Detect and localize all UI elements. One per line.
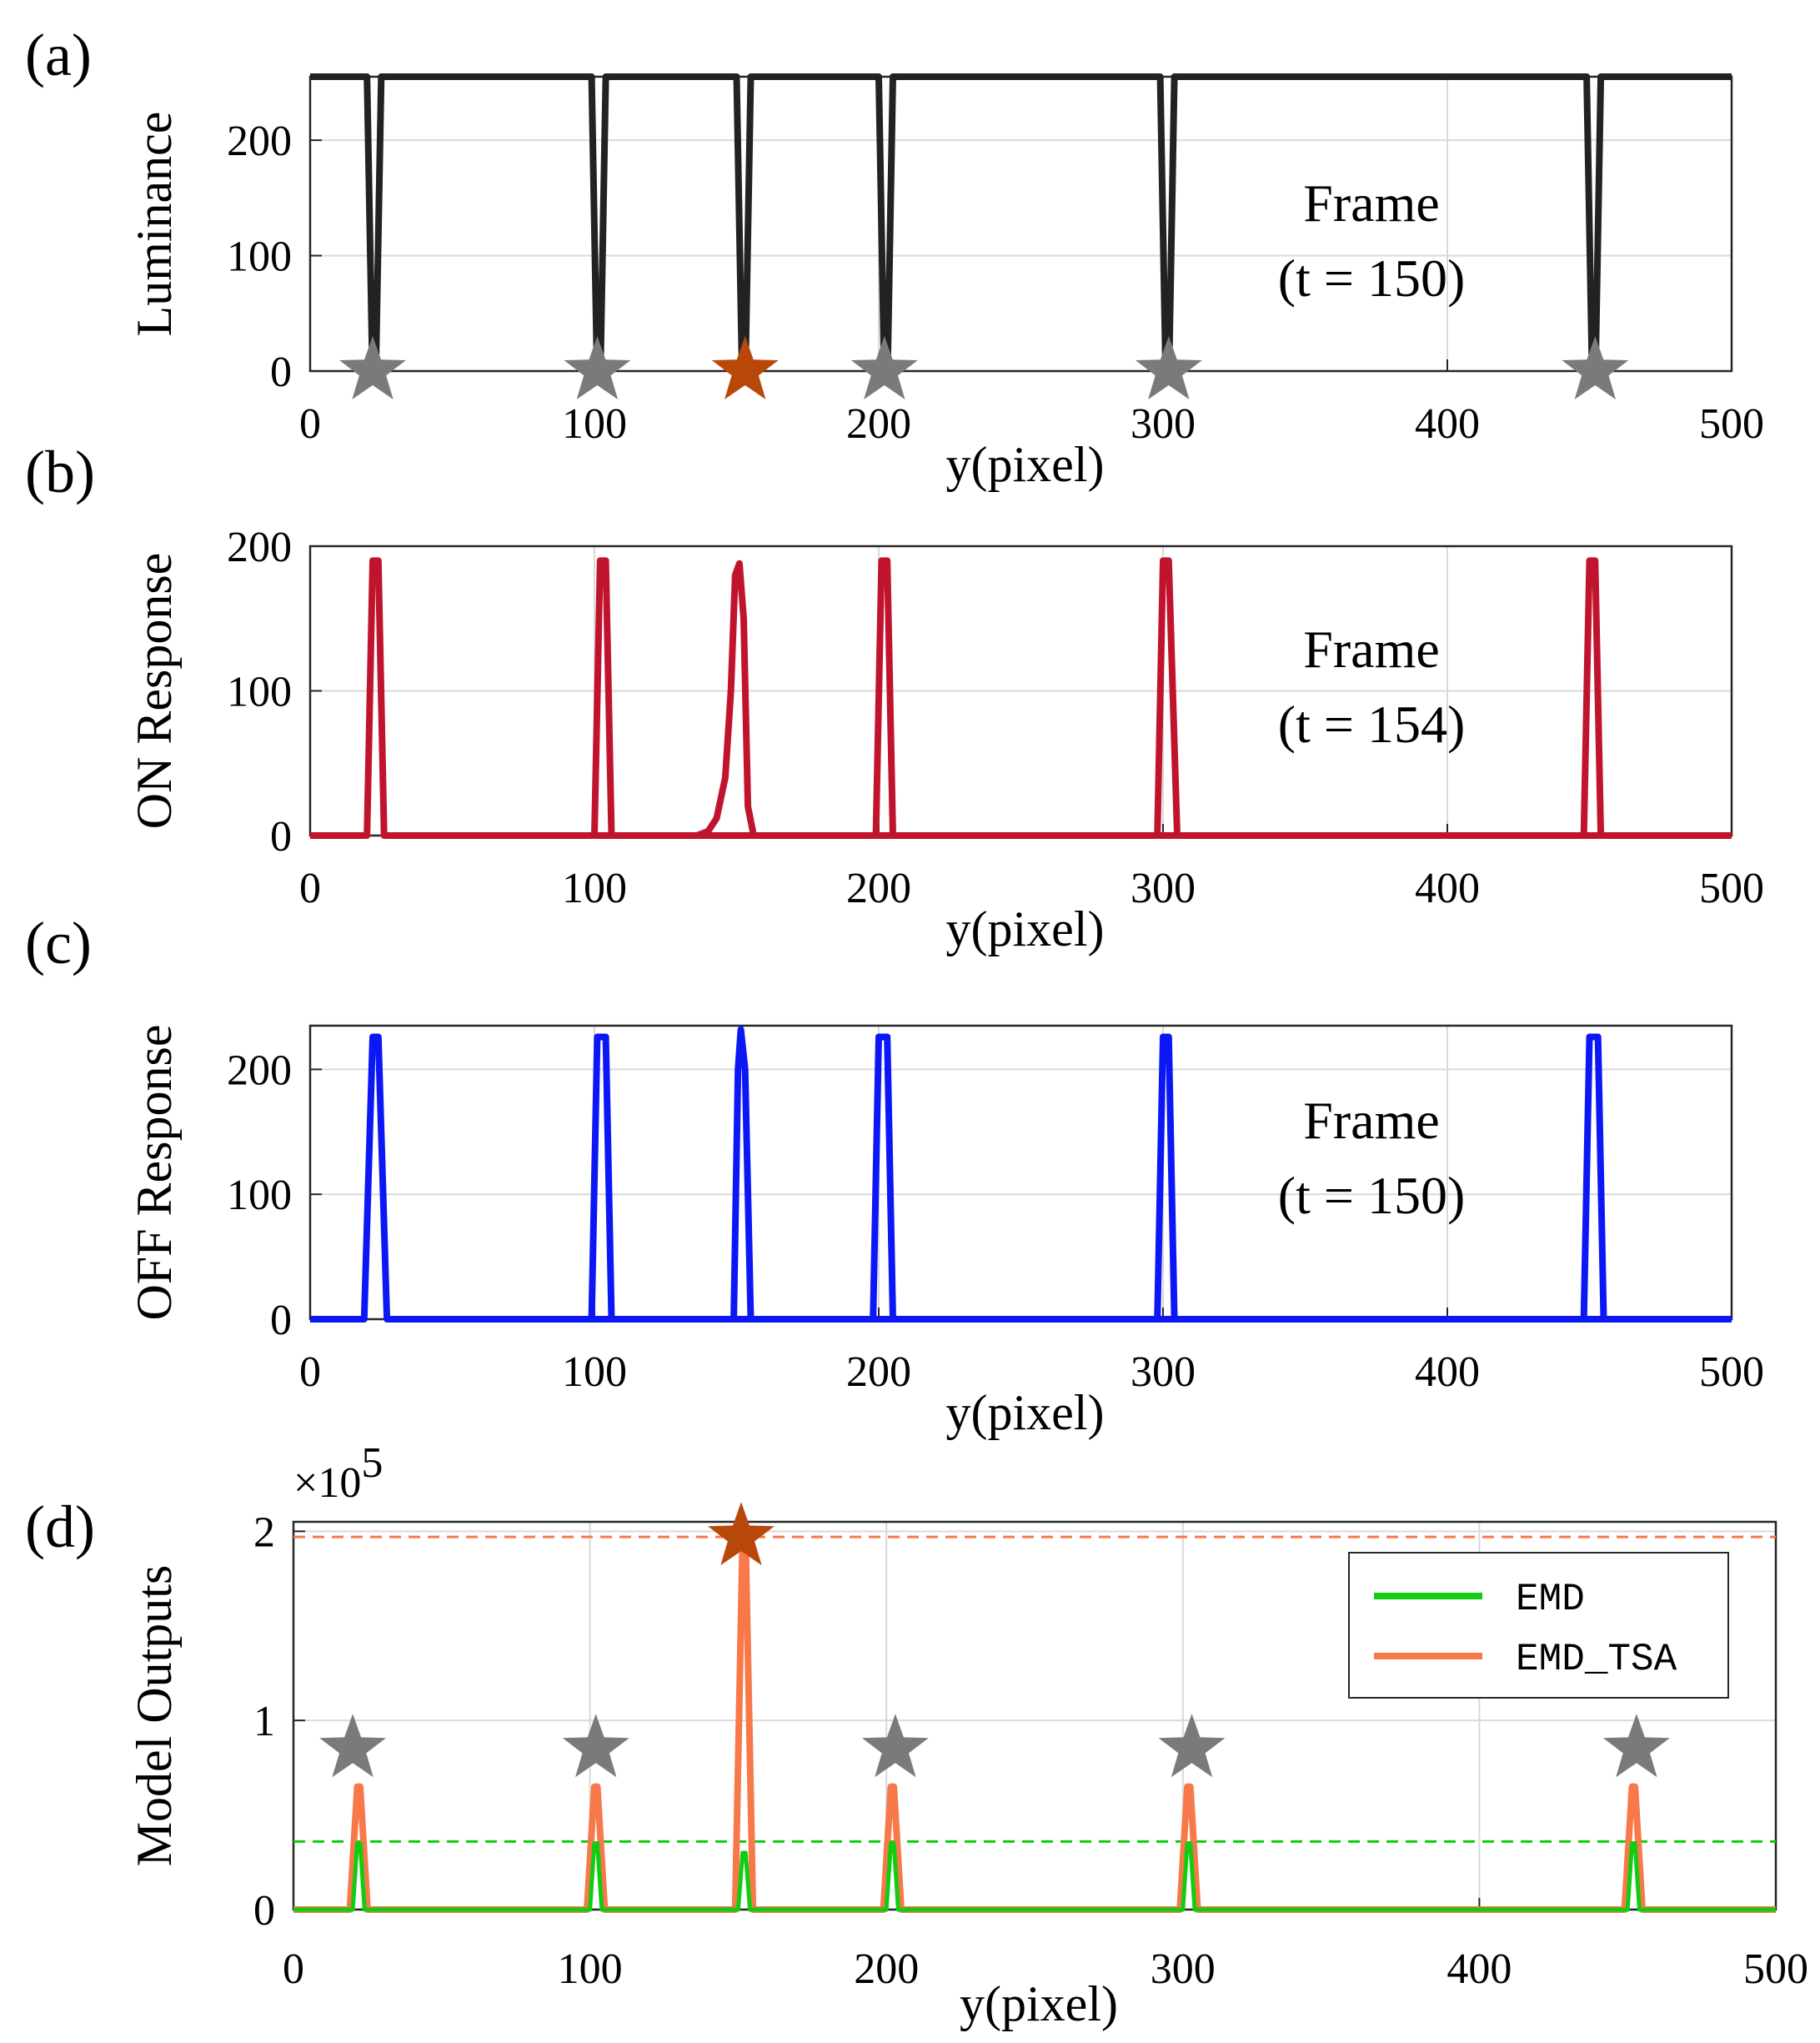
y-tick-label: 0 (270, 349, 292, 396)
y-multiplier: ×105 (293, 1439, 383, 1507)
frame-time-annotation: (t = 154) (1278, 695, 1466, 754)
panel-c: 0 100 200 300 400 500 0 100 200 y(pixel) OFF Respo… (25, 910, 1764, 1440)
panel-d: 0 100 200 300 400 500 0 1 2 ×105 y(pixel) Model Out… (25, 1439, 1808, 2031)
x-tick-label: 200 (846, 1348, 911, 1396)
frame-annotation: Frame (1303, 173, 1440, 233)
frame-time-annotation: (t = 150) (1278, 248, 1466, 308)
y-tick-label: 100 (227, 1172, 292, 1219)
x-tick-label: 100 (562, 1348, 627, 1396)
x-tick-label: 400 (1446, 1945, 1512, 1993)
y-axis-label: Luminance (127, 112, 182, 337)
x-tick-label: 200 (854, 1945, 919, 1993)
x-tick-label: 400 (1415, 1348, 1480, 1396)
frame-annotation: Frame (1303, 1091, 1440, 1150)
legend-box (1348, 1552, 1729, 1699)
series-on-response (695, 560, 757, 839)
star-marker-icon (564, 336, 631, 399)
x-tick-label: 300 (1151, 1945, 1216, 1993)
y-tick-label: 0 (270, 1297, 292, 1344)
series-off-response (1580, 1033, 1612, 1323)
series-off-response (870, 1033, 902, 1323)
star-marker-icon (562, 1714, 629, 1778)
series-emd (293, 1841, 1776, 1912)
star-marker-icon (861, 1714, 929, 1778)
x-tick-label: 0 (283, 1945, 304, 1993)
x-tick-label: 300 (1131, 400, 1196, 448)
x-axis-label: y(pixel) (946, 1385, 1105, 1440)
star-marker-icon (708, 1502, 775, 1566)
star-marker-icon (711, 336, 779, 399)
legend-label: EMD_TSA (1516, 1638, 1677, 1681)
y-axis-label: Model Outputs (127, 1565, 182, 1867)
frame-time-annotation: (t = 150) (1278, 1166, 1466, 1225)
panel-label: (b) (25, 439, 95, 505)
y-tick-label: 200 (227, 118, 292, 165)
x-tick-label: 400 (1415, 400, 1480, 448)
y-tick-label: 100 (227, 669, 292, 716)
x-tick-label: 200 (846, 865, 911, 912)
star-marker-icon (339, 336, 406, 399)
series-off-response (728, 1026, 757, 1323)
x-tick-label: 500 (1699, 400, 1764, 448)
plot-area (308, 75, 1733, 373)
series-on-response (870, 557, 902, 839)
x-tick-label: 300 (1131, 865, 1196, 912)
x-tick-label: 100 (558, 1945, 623, 1993)
star-marker-icon (1158, 1714, 1226, 1778)
y-axis-label: ON Response (127, 553, 182, 830)
series-on-response (310, 557, 1732, 839)
y-tick-label: 200 (227, 1047, 292, 1094)
series-on-response (1580, 557, 1610, 839)
y-tick-label: 200 (227, 524, 292, 571)
x-axis-label: y(pixel) (946, 437, 1105, 492)
panel-b: 0 100 200 300 400 500 0 100 200 y(pixel) ON Respon… (25, 439, 1764, 956)
x-tick-label: 300 (1131, 1348, 1196, 1396)
star-marker-icon (1135, 336, 1202, 399)
star-marker-icon (319, 1714, 387, 1778)
series-off-response (1154, 1033, 1183, 1323)
x-tick-label: 0 (299, 865, 321, 912)
panel-label: (d) (25, 1493, 95, 1560)
series-luminance (310, 73, 1732, 374)
panel-label: (c) (25, 910, 92, 976)
series-off-response (585, 1033, 620, 1323)
y-tick-label: 1 (253, 1698, 275, 1745)
star-marker-icon (1562, 336, 1629, 399)
star-marker-icon (1602, 1714, 1670, 1778)
series-off-response (310, 1033, 1732, 1323)
x-tick-label: 100 (562, 400, 627, 448)
y-tick-label: 2 (253, 1508, 275, 1556)
series-on-response (585, 557, 620, 839)
y-tick-label: 100 (227, 233, 292, 281)
series-on-response (1154, 557, 1183, 839)
x-tick-label: 500 (1743, 1945, 1808, 1993)
x-axis-label: y(pixel) (946, 901, 1105, 956)
x-tick-label: 500 (1699, 865, 1764, 912)
star-marker-icon (850, 336, 918, 399)
panel-a: 0 100 200 300 400 500 0 100 200 y(pixel) Luminance… (25, 22, 1764, 492)
frame-annotation: Frame (1303, 620, 1440, 679)
x-tick-label: 400 (1415, 865, 1480, 912)
x-tick-label: 500 (1699, 1348, 1764, 1396)
y-tick-label: 0 (253, 1887, 275, 1935)
x-tick-label: 200 (846, 400, 911, 448)
y-axis-label: OFF Response (127, 1024, 182, 1320)
panel-label: (a) (25, 22, 92, 88)
legend-label: EMD (1516, 1578, 1585, 1621)
y-tick-label: 0 (270, 813, 292, 861)
x-axis-label: y(pixel) (960, 1976, 1118, 2031)
x-tick-label: 0 (299, 1348, 321, 1396)
x-tick-label: 100 (562, 865, 627, 912)
x-tick-label: 0 (299, 400, 321, 448)
